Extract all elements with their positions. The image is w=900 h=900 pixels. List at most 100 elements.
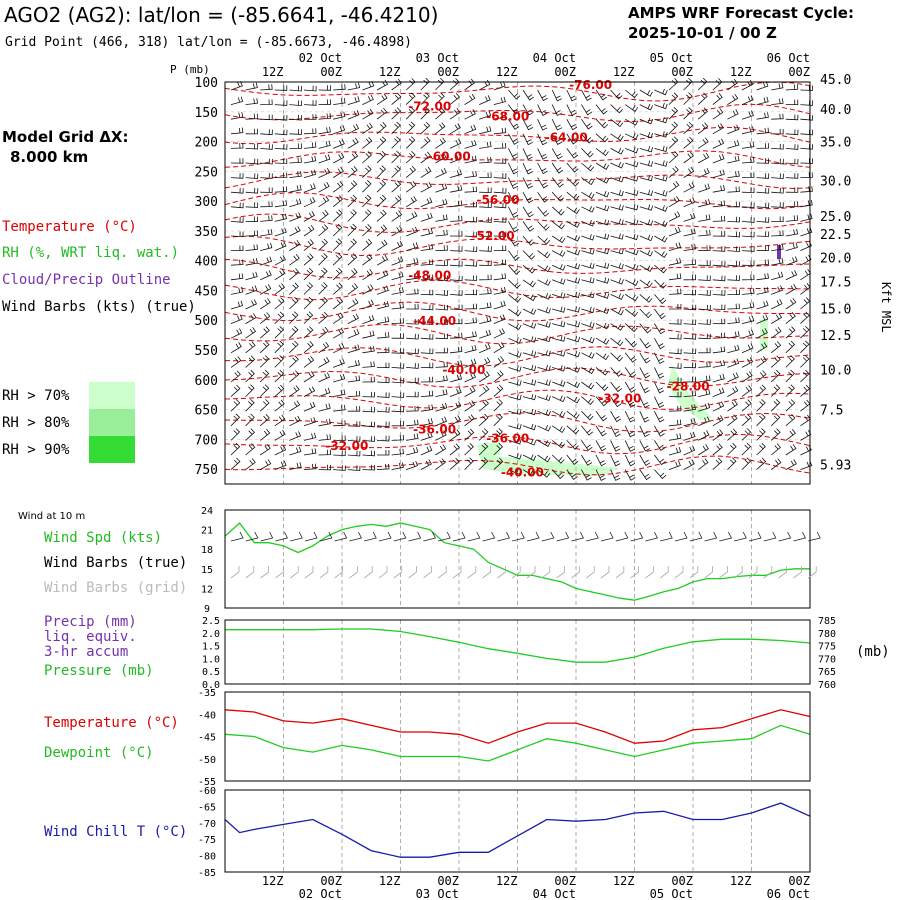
wind-barb [551,221,565,230]
wind-barb [698,361,711,368]
wind-barb [741,302,755,310]
wind-barb [230,428,241,441]
temperature-legend: Temperature (°C) [2,219,137,235]
grid-wind-barb [408,566,417,579]
wind-barb [756,399,766,412]
wind-barb [668,136,679,149]
grid-point-subtitle: Grid Point (466, 318) lat/lon = (-85.667… [5,35,412,50]
wind-barb [449,275,463,282]
bottom-date-label: 06 Oct [767,887,810,900]
wind-barb [303,100,317,106]
wind-barb [435,402,448,412]
wind-barb [406,288,419,295]
wind-barb [435,275,448,281]
wind-barb [376,180,387,193]
wind-barb [362,122,373,135]
wind-barb [551,440,565,449]
wind-barb [420,92,430,105]
wind-barb [230,457,241,470]
wind-barb [800,429,812,441]
wind-barb [376,332,390,339]
height-tick-label: 15.0 [820,302,851,317]
wind-barb [391,121,401,135]
wind-barb [303,253,314,266]
wind-barb [639,352,651,364]
wind-barb [464,344,477,354]
wind-barb [566,148,579,159]
wind-barb [245,128,259,135]
wind-barb [537,235,551,245]
wind-barb [376,301,390,310]
wind-barb [639,308,652,319]
surface-wind-barb [808,531,821,542]
wind-barb [289,212,302,222]
wind-barb [508,206,519,219]
wind-barb [230,187,244,194]
surface-wind-barb [275,531,288,542]
dewpoint-line [224,724,811,762]
bottom-date-label: 05 Oct [650,887,693,900]
wind-barb [333,152,345,164]
wind-barb [362,464,375,471]
wind-barb [581,220,595,227]
wind-barb [318,356,330,368]
wind-barb [668,433,682,441]
wind-barb [260,201,273,208]
wind-barb [318,238,328,251]
wind-tick-label: 24 [201,506,213,517]
wind-barb [435,245,448,251]
wind-barb [741,399,752,412]
grid-wind-barb [319,566,329,579]
wind-barb [479,126,492,135]
temperature-contour [224,103,811,123]
contour-label: -48.00 [408,269,451,283]
wind-barb [537,89,548,102]
wind-barb [698,333,711,340]
wind-barb [727,140,740,149]
wind-barb [362,361,375,368]
wind-barb [566,133,578,145]
wind-barb [318,341,330,354]
wind-barb [581,291,595,299]
height-tick-label: 20.0 [820,252,851,267]
wind-barb [333,139,345,149]
wind-barb [289,400,301,412]
wind-barb [245,187,259,194]
wind-barb [537,364,551,372]
grid-wind-barb [763,566,773,579]
wind-barb [449,78,460,91]
wind-barb [303,267,314,281]
wind-barb [785,384,795,397]
wind-barb [697,107,708,120]
wind-barb [771,158,784,165]
wind-barb [493,370,504,383]
rh70-label: RH > 70% [2,388,70,404]
wind-barb [405,92,416,105]
wind-barb [508,264,521,275]
wind-barb [625,233,639,241]
wind-barb [537,454,551,463]
wind-barb [712,387,725,397]
wind-barb [493,187,507,194]
wind-barb [303,183,316,193]
wind-barb [668,446,682,456]
wind-barb [756,428,766,441]
plot-layers: -76.00 -72.00 -68.00 -64.00 -60.00 -56.00 -52.… [195,51,852,900]
surface-wind-barb [304,531,318,542]
wind-barb [274,311,285,324]
wind-barb [435,375,448,383]
wind-barb [741,231,755,238]
wind-barb [624,367,637,378]
wind-barb [245,258,258,266]
wind-barb [639,204,653,211]
wind-barb [318,282,328,295]
wind-barb [259,399,270,412]
wind-barb [595,367,609,376]
wind-barb [639,279,653,288]
surface-wind-barb [260,531,274,542]
wind-barb [464,400,476,412]
wind-barb [376,377,390,384]
wind-barb [405,196,417,208]
wind-barb [522,177,533,189]
wind-barb [683,197,696,208]
